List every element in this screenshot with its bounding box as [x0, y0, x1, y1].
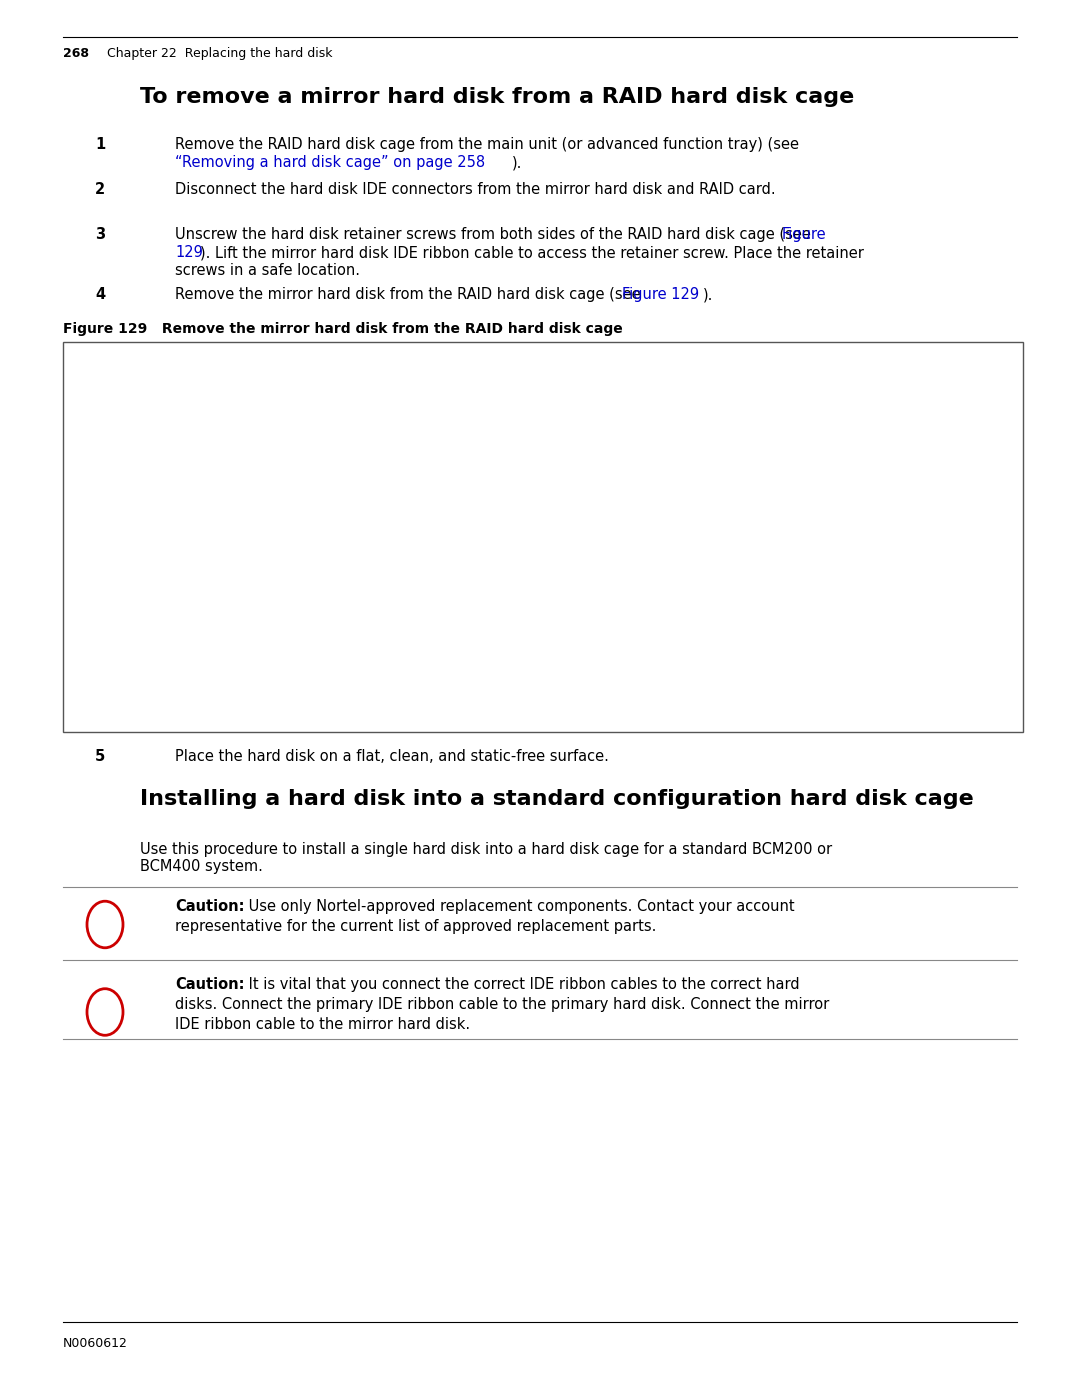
Text: disks. Connect the primary IDE ribbon cable to the primary hard disk. Connect th: disks. Connect the primary IDE ribbon ca… [175, 997, 829, 1011]
Polygon shape [123, 527, 323, 557]
Text: Figure 129   Remove the mirror hard disk from the RAID hard disk cage: Figure 129 Remove the mirror hard disk f… [63, 321, 623, 337]
Polygon shape [123, 441, 323, 522]
Polygon shape [323, 609, 545, 622]
Text: N0060612: N0060612 [63, 1337, 127, 1350]
Polygon shape [523, 609, 545, 703]
Polygon shape [323, 704, 523, 722]
Text: ).: ). [512, 155, 523, 170]
Text: 2: 2 [448, 358, 457, 372]
Polygon shape [123, 515, 343, 527]
Text: Disconnect the mirror hard disk retainer screws: Disconnect the mirror hard disk retainer… [471, 351, 753, 363]
Text: Place the hard disk on a flat, clean, and static-free surface.: Place the hard disk on a flat, clean, an… [175, 749, 609, 764]
Polygon shape [133, 462, 273, 492]
Text: the hard disk cage: the hard disk cage [568, 581, 678, 594]
Text: “Removing a hard disk cage” on page 258: “Removing a hard disk cage” on page 258 [175, 155, 485, 170]
Text: To remove a mirror hard disk from a RAID hard disk cage: To remove a mirror hard disk from a RAID… [140, 87, 854, 108]
Polygon shape [323, 652, 513, 682]
Polygon shape [762, 429, 785, 522]
Text: Remove the RAID hard disk cage from the main unit (or advanced function tray) (s: Remove the RAID hard disk cage from the … [175, 137, 799, 152]
Polygon shape [553, 441, 762, 522]
Text: from the hard disk and RAID card: from the hard disk and RAID card [125, 363, 322, 377]
Text: representative for the current list of approved replacement parts.: representative for the current list of a… [175, 919, 657, 935]
Text: 5: 5 [95, 749, 105, 764]
Text: Slide the mirror hard disk out from: Slide the mirror hard disk out from [568, 567, 773, 581]
Text: 1: 1 [104, 358, 112, 372]
Text: Disconnect the hard disk IDE connectors from the mirror hard disk and RAID card.: Disconnect the hard disk IDE connectors … [175, 182, 775, 197]
Text: Chapter 22  Replacing the hard disk: Chapter 22 Replacing the hard disk [107, 47, 333, 60]
Text: Caution:: Caution: [175, 900, 244, 914]
Text: 3: 3 [95, 226, 105, 242]
Text: Remove the mirror hard disk from the RAID hard disk cage (see: Remove the mirror hard disk from the RAI… [175, 286, 645, 302]
Text: IDE ribbon cable to the mirror hard disk.: IDE ribbon cable to the mirror hard disk… [175, 1017, 470, 1032]
Polygon shape [563, 462, 703, 492]
Text: ).: ). [703, 286, 714, 302]
Text: ). Lift the mirror hard disk IDE ribbon cable to access the retainer screw. Plac: ). Lift the mirror hard disk IDE ribbon … [200, 244, 864, 260]
Text: 2: 2 [95, 182, 105, 197]
Text: 3: 3 [524, 570, 532, 584]
Text: Caution:: Caution: [175, 977, 244, 992]
Text: Installing a hard disk into a standard configuration hard disk cage: Installing a hard disk into a standard c… [140, 789, 974, 809]
Text: retainer screws: retainer screws [238, 418, 329, 430]
Polygon shape [323, 430, 343, 522]
Text: Use this procedure to install a single hard disk into a hard disk cage for a sta: Use this procedure to install a single h… [140, 842, 832, 875]
Polygon shape [553, 429, 785, 441]
Text: Disconnect the mirror hard disk IDE ribbon cable: Disconnect the mirror hard disk IDE ribb… [125, 351, 414, 363]
Text: 129: 129 [175, 244, 203, 260]
Text: to access the hard disk: to access the hard disk [238, 405, 375, 419]
Text: 1: 1 [95, 137, 105, 152]
Text: It is vital that you connect the correct IDE ribbon cables to the correct hard: It is vital that you connect the correct… [244, 977, 799, 992]
Text: 268: 268 [63, 47, 89, 60]
Text: Use only Nortel-approved replacement components. Contact your account: Use only Nortel-approved replacement com… [244, 900, 795, 914]
Polygon shape [762, 514, 785, 557]
Polygon shape [523, 690, 545, 722]
Polygon shape [323, 515, 343, 557]
Text: 4: 4 [95, 286, 105, 302]
Text: BCM400 RAID shown: BCM400 RAID shown [93, 705, 230, 718]
Polygon shape [553, 527, 762, 557]
Polygon shape [183, 522, 243, 548]
Text: Figure 129: Figure 129 [622, 286, 699, 302]
Polygon shape [323, 622, 523, 703]
Text: Unscrew the hard disk retainer screws from both sides of the RAID hard disk cage: Unscrew the hard disk retainer screws fr… [175, 226, 815, 242]
Polygon shape [123, 430, 343, 441]
Text: Figure: Figure [782, 226, 826, 242]
Text: screws in a safe location.: screws in a safe location. [175, 263, 360, 278]
Polygon shape [323, 690, 545, 704]
Polygon shape [553, 514, 785, 527]
